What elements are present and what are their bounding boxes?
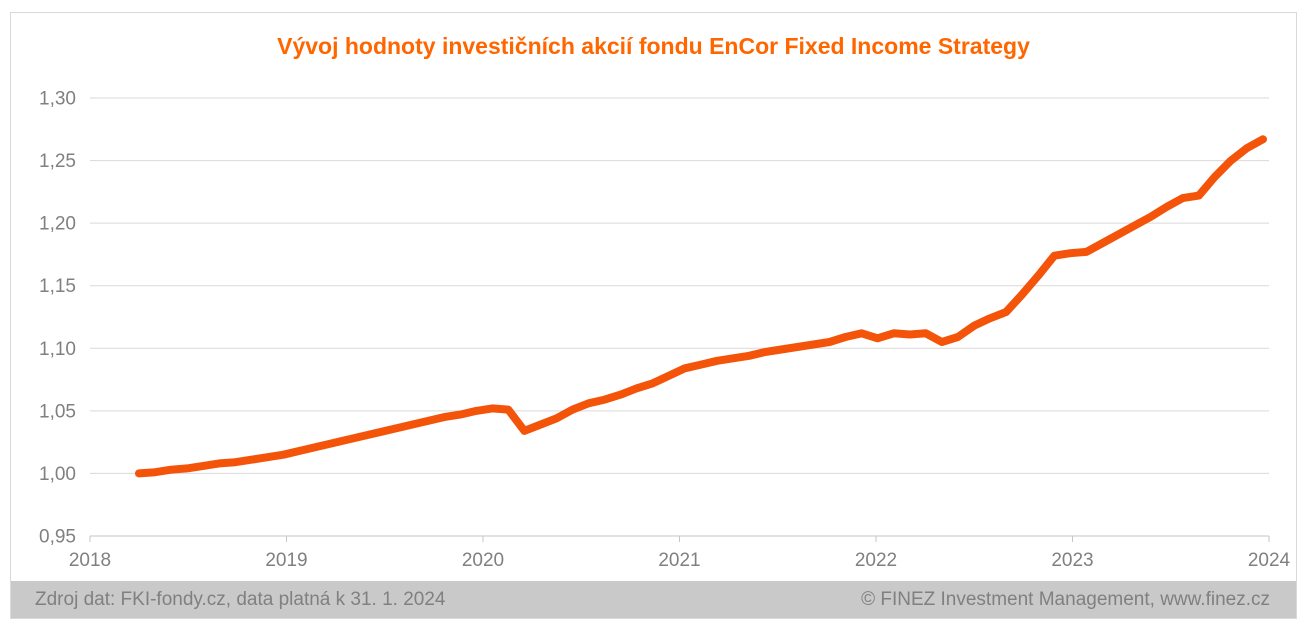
chart-card: Vývoj hodnoty investičních akcií fondu E… [10, 12, 1297, 619]
data-source-note: Zdroj dat: FKI-fondy.cz, data platná k 3… [35, 588, 446, 610]
chart-title: Vývoj hodnoty investičních akcií fondu E… [277, 33, 1030, 59]
copyright-note: © FINEZ Investment Management, www.finez… [861, 588, 1270, 610]
chart-footer: Zdroj dat: FKI-fondy.cz, data platná k 3… [11, 581, 1296, 618]
